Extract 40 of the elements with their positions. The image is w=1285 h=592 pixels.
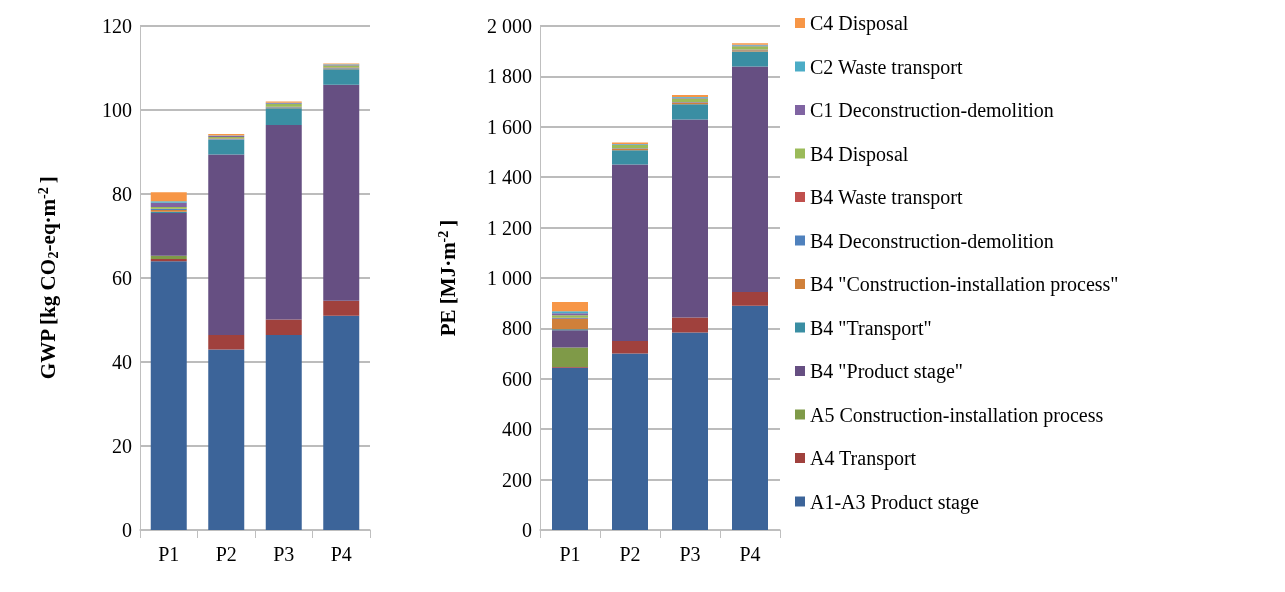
legend-label: C1 Deconstruction-demolition [810,99,1054,121]
y-tick-label: 1 400 [487,166,532,189]
y-tick-label: 800 [502,317,532,340]
y-tick-label: 1 000 [487,267,532,289]
legend-label: B4 "Transport" [810,316,932,340]
y-tick-label: 20 [112,435,132,457]
y-axis-title: GWP [kg CO2-eq·m-2] [35,176,61,380]
legend-label: C2 Waste transport [810,55,963,79]
legend-label: A1-A3 Product stage [810,490,979,514]
x-tick-label: P2 [215,543,237,565]
y-tick-label: 120 [102,15,132,37]
y-tick-label: 0 [122,519,132,541]
y-tick-label: 40 [112,351,132,373]
x-tick-label: P1 [559,543,581,565]
y-tick-label: 600 [502,367,532,390]
y-tick-label: 1 200 [487,216,532,239]
legend-label: B4 Waste transport [810,186,963,209]
legend-label: A5 Construction-installation process [810,403,1104,427]
x-tick-label: P3 [273,543,295,565]
x-tick-label: P1 [158,543,180,565]
legend-label: B4 "Construction-installation process" [810,273,1119,296]
x-tick-label: P4 [330,543,352,565]
legend-label: C4 Disposal [810,12,909,35]
y-tick-label: 1 800 [487,65,532,88]
y-tick-label: 200 [502,468,532,491]
y-tick-label: 80 [112,183,132,205]
x-tick-label: P3 [679,543,701,565]
x-tick-label: P2 [619,543,641,565]
y-tick-label: 0 [522,519,532,541]
y-tick-label: 60 [112,267,132,289]
legend-label: B4 "Product stage" [810,360,963,383]
y-tick-label: 1 600 [487,115,532,138]
y-tick-label: 100 [102,99,132,121]
y-tick-label: 2 000 [487,15,532,37]
legend-label: A4 Transport [810,447,917,470]
y-tick-label: 400 [502,418,532,441]
legend-label: B4 Deconstruction-demolition [810,229,1054,252]
x-tick-label: P4 [739,543,761,565]
legend-label: B4 Disposal [810,142,909,166]
y-axis-title: PE [MJ·m-2] [435,219,460,337]
